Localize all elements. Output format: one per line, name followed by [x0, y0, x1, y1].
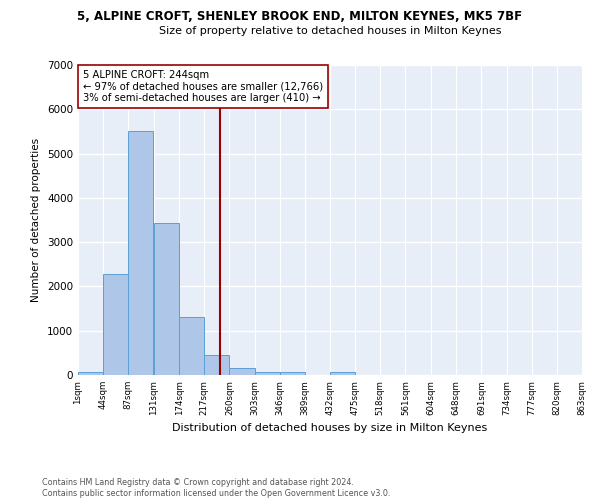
Bar [179, 318, 204, 375]
Bar [254, 372, 280, 375]
Text: 5, ALPINE CROFT, SHENLEY BROOK END, MILTON KEYNES, MK5 7BF: 5, ALPINE CROFT, SHENLEY BROOK END, MILT… [77, 10, 523, 23]
Text: 5 ALPINE CROFT: 244sqm
← 97% of detached houses are smaller (12,766)
3% of semi-: 5 ALPINE CROFT: 244sqm ← 97% of detached… [83, 70, 323, 103]
Y-axis label: Number of detached properties: Number of detached properties [31, 138, 41, 302]
Title: Size of property relative to detached houses in Milton Keynes: Size of property relative to detached ho… [159, 26, 501, 36]
Bar [229, 368, 254, 375]
Bar [154, 222, 179, 375]
Bar [128, 132, 154, 375]
Bar [78, 372, 103, 375]
Bar [280, 372, 305, 375]
Text: Contains HM Land Registry data © Crown copyright and database right 2024.
Contai: Contains HM Land Registry data © Crown c… [42, 478, 391, 498]
X-axis label: Distribution of detached houses by size in Milton Keynes: Distribution of detached houses by size … [172, 423, 488, 433]
Bar [330, 372, 355, 375]
Bar [204, 354, 229, 375]
Bar [103, 274, 128, 375]
